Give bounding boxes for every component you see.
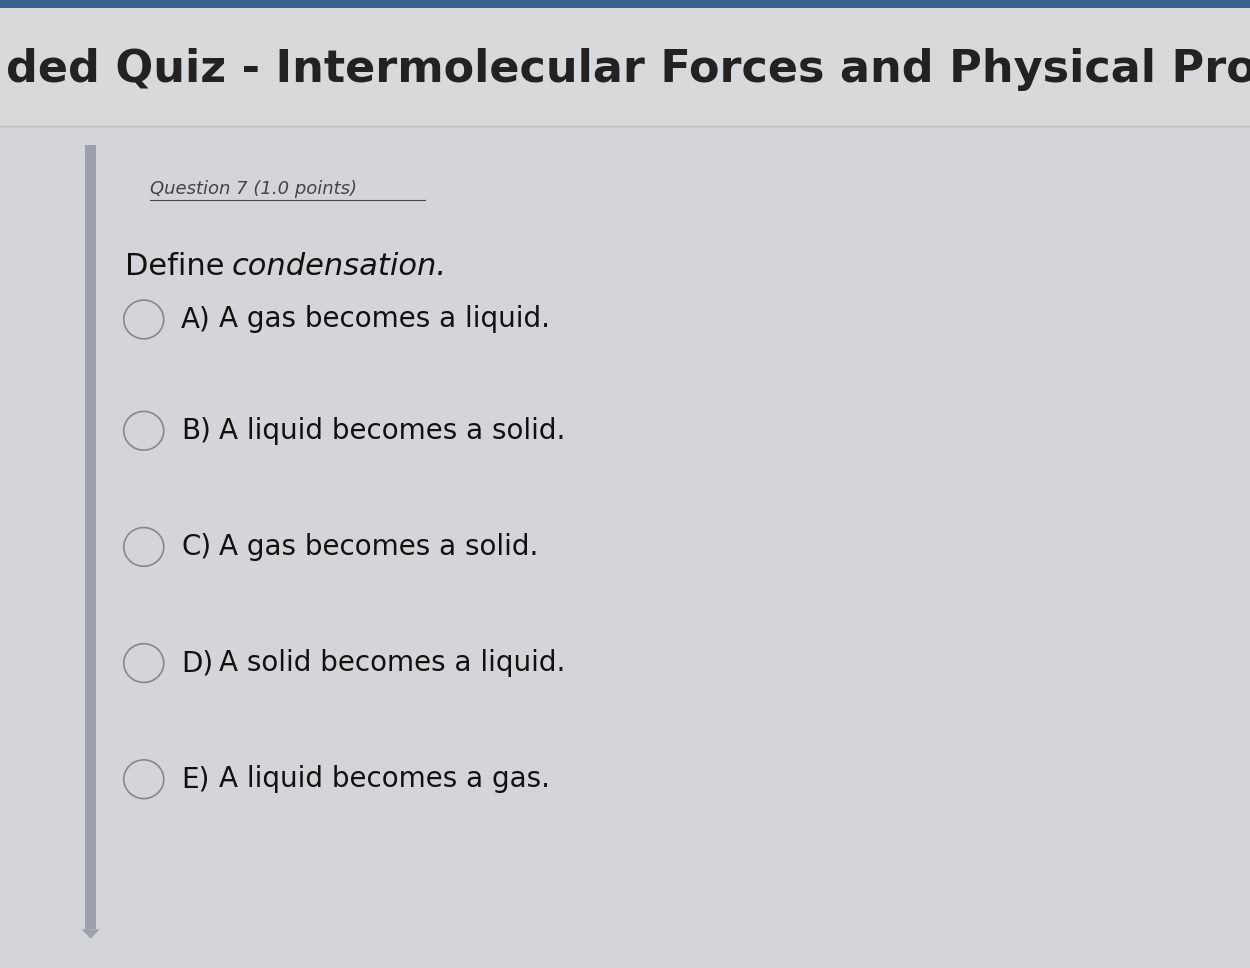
Text: ded Quiz - Intermolecular Forces and Physical Properties: ded Quiz - Intermolecular Forces and Phy… [6,47,1250,91]
FancyBboxPatch shape [0,0,1250,126]
FancyBboxPatch shape [85,145,96,929]
Text: D): D) [181,650,214,677]
FancyBboxPatch shape [0,126,1250,968]
Text: C): C) [181,533,211,560]
Text: Question 7 (1.0 points): Question 7 (1.0 points) [150,180,358,197]
FancyBboxPatch shape [0,0,1250,8]
Text: condensation.: condensation. [231,252,446,281]
Polygon shape [81,929,100,939]
Text: B): B) [181,417,211,444]
Text: Define: Define [125,252,234,281]
Text: A liquid becomes a solid.: A liquid becomes a solid. [219,417,565,444]
Text: E): E) [181,766,210,793]
Text: A): A) [181,306,211,333]
Text: A gas becomes a liquid.: A gas becomes a liquid. [219,306,550,333]
Text: A liquid becomes a gas.: A liquid becomes a gas. [219,766,550,793]
Text: A solid becomes a liquid.: A solid becomes a liquid. [219,650,565,677]
Text: A gas becomes a solid.: A gas becomes a solid. [219,533,538,560]
